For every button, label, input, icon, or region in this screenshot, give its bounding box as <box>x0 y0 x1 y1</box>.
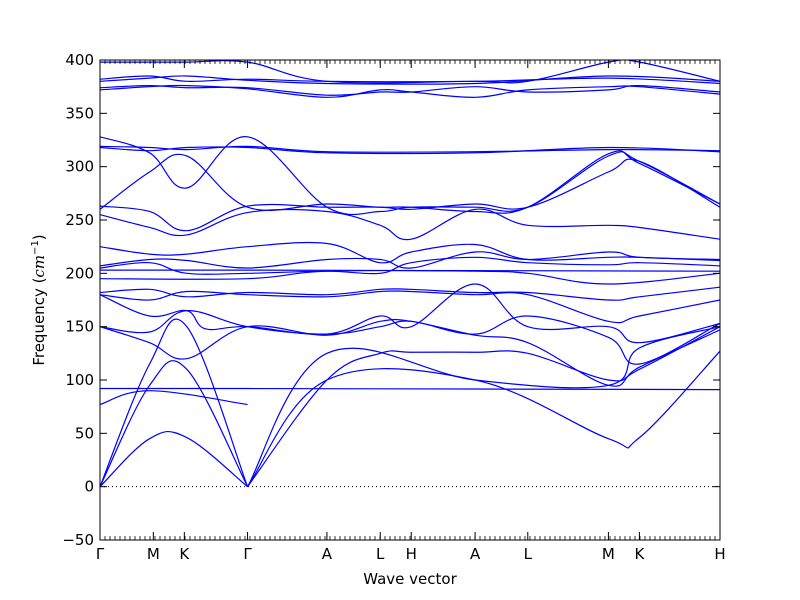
phonon-branch-18 <box>100 208 720 241</box>
x-tick-label: K <box>179 545 190 563</box>
y-tick-label: 400 <box>65 51 94 69</box>
y-axis-label: Frequency (cm−1) <box>30 234 48 365</box>
phonon-branch-2 <box>100 318 249 487</box>
phonon-branch-24 <box>100 84 720 98</box>
phonon-branch-23 <box>100 145 720 153</box>
phonon-branch-25 <box>100 84 720 96</box>
phonon-branch-11 <box>100 290 720 324</box>
phonon-branch-14 <box>100 256 720 275</box>
y-tick-label: 150 <box>65 318 94 336</box>
phonon-branch-16 <box>100 251 720 269</box>
x-tick-label: Γ <box>243 545 252 563</box>
y-tick-label: 250 <box>65 211 94 229</box>
y-tick-label: 200 <box>65 264 94 282</box>
phonon-branch-13 <box>100 269 720 285</box>
phonon-branch-20 <box>100 150 720 214</box>
y-tick-label: −50 <box>62 531 94 549</box>
y-tick-label: 100 <box>65 371 94 389</box>
phonon-branch-21 <box>100 136 720 216</box>
x-tick-label: M <box>147 545 160 563</box>
phonon-branch-12 <box>100 286 720 301</box>
phonon-branch-4 <box>247 326 720 488</box>
phonon-branch-28 <box>100 60 720 84</box>
x-axis-label: Wave vector <box>363 570 457 588</box>
phonon-branch-0 <box>100 430 248 488</box>
y-axis-label-open: ( <box>30 278 48 289</box>
phonon-branch-19 <box>100 158 720 232</box>
y-axis-label-close: ) <box>30 234 48 240</box>
x-tick-label: Γ <box>96 545 105 563</box>
phonon-branch-15 <box>100 269 720 272</box>
y-axis-label-unit: cm <box>30 255 48 278</box>
y-axis-label-text: Frequency <box>30 288 48 366</box>
x-tick-label: L <box>524 545 533 563</box>
x-tick-label: L <box>376 545 385 563</box>
phonon-branch-7 <box>100 390 248 406</box>
y-tick-label: 300 <box>65 158 94 176</box>
phonon-branch-6 <box>100 387 720 391</box>
phonon-branch-10 <box>100 283 720 344</box>
x-tick-label: A <box>470 545 481 563</box>
axes-frame <box>99 59 721 541</box>
phonon-branch-1 <box>100 360 249 487</box>
phonon-branch-17 <box>100 241 720 264</box>
phonon-branch-8 <box>100 318 720 387</box>
y-tick-label: 0 <box>84 478 94 496</box>
phonon-branch-3 <box>247 350 720 488</box>
y-tick-label: 350 <box>65 104 94 122</box>
x-tick-label: M <box>602 545 615 563</box>
phonon-branch-5 <box>247 326 720 487</box>
x-tick-label: H <box>406 545 417 563</box>
series-group <box>100 60 720 488</box>
phonon-branch-22 <box>100 146 720 155</box>
y-tick-label: 50 <box>75 424 94 442</box>
ticks-group: −50 0 50 100 150 200 250 300 350 400 Γ M K Γ A L H A L M K H <box>62 51 725 563</box>
x-tick-label: H <box>714 545 725 563</box>
x-tick-label: K <box>634 545 645 563</box>
y-axis-label-unit-exp: −1 <box>30 240 41 255</box>
x-tick-label: A <box>322 545 333 563</box>
